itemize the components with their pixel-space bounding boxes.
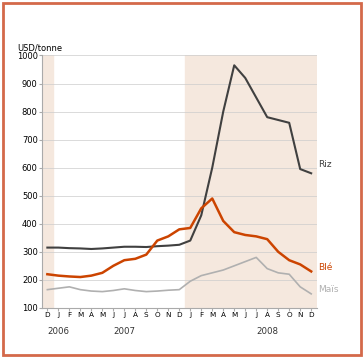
Text: 2006: 2006 bbox=[47, 327, 70, 336]
Text: USD/tonne: USD/tonne bbox=[17, 44, 62, 53]
Text: Prix internationaux de certaines céréales: Prix internationaux de certaines céréale… bbox=[11, 19, 262, 32]
Text: 2007: 2007 bbox=[113, 327, 135, 336]
Text: 2008: 2008 bbox=[256, 327, 278, 336]
Bar bbox=[185, 55, 317, 308]
Bar bbox=[42, 55, 53, 308]
Text: Blé: Blé bbox=[318, 263, 332, 272]
Text: Riz: Riz bbox=[318, 160, 331, 169]
Text: Maïs: Maïs bbox=[318, 285, 338, 294]
